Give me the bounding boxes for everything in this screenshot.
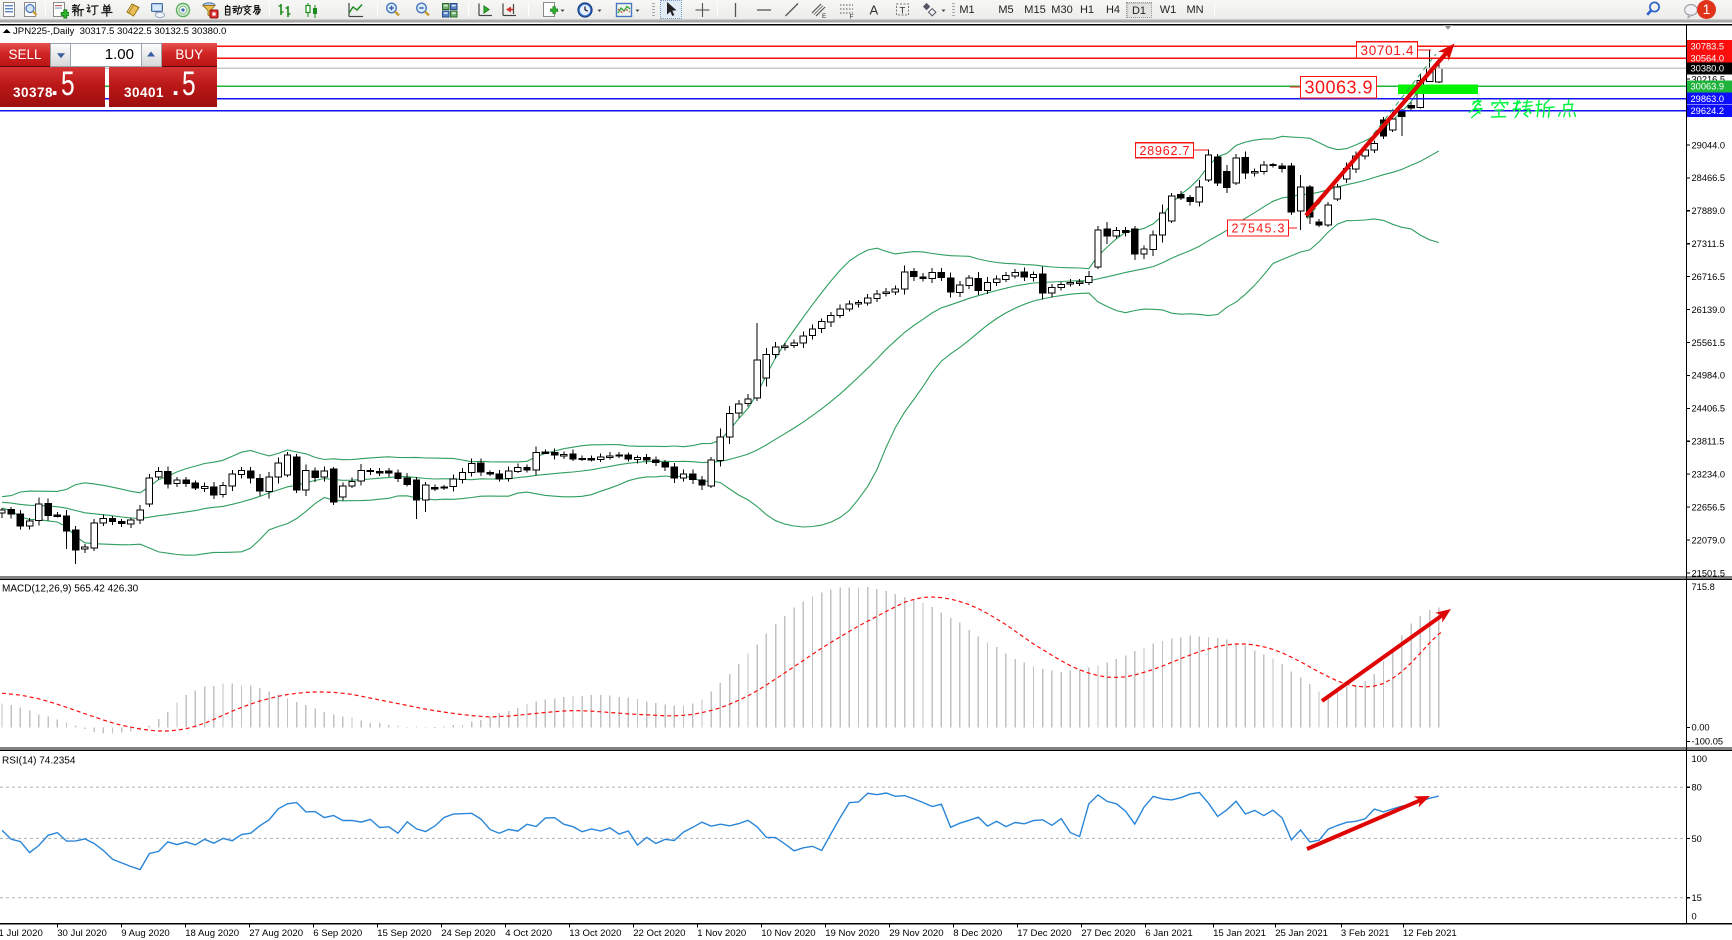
svg-text:12 Feb 2021: 12 Feb 2021 <box>1403 928 1457 939</box>
svg-text:30063.9: 30063.9 <box>1691 82 1725 92</box>
svg-text:30564.0: 30564.0 <box>1691 53 1725 63</box>
svg-text:28466.5: 28466.5 <box>1692 173 1726 183</box>
svg-text:17 Dec 2020: 17 Dec 2020 <box>1017 928 1071 939</box>
svg-text:24984.0: 24984.0 <box>1692 371 1726 381</box>
svg-text:15 Sep 2020: 15 Sep 2020 <box>377 928 431 939</box>
svg-text:1 Nov 2020: 1 Nov 2020 <box>697 928 746 939</box>
svg-text:30216.5: 30216.5 <box>1692 75 1726 85</box>
svg-text:22 Oct 2020: 22 Oct 2020 <box>633 928 685 939</box>
svg-text:26716.5: 26716.5 <box>1692 272 1726 282</box>
svg-text:22656.5: 22656.5 <box>1692 502 1726 512</box>
svg-text:30063.9: 30063.9 <box>1305 78 1373 98</box>
svg-text:22079.0: 22079.0 <box>1692 535 1726 545</box>
svg-text:100: 100 <box>1692 754 1708 764</box>
svg-text:27545.3: 27545.3 <box>1232 222 1285 236</box>
svg-text:27311.5: 27311.5 <box>1692 239 1725 249</box>
svg-text:26139.0: 26139.0 <box>1692 305 1726 315</box>
svg-text:27 Dec 2020: 27 Dec 2020 <box>1081 928 1135 939</box>
svg-text:50: 50 <box>1692 834 1702 844</box>
svg-text:28962.7: 28962.7 <box>1140 144 1190 158</box>
svg-text:9 Aug 2020: 9 Aug 2020 <box>121 928 170 939</box>
svg-text:21 Jul 2020: 21 Jul 2020 <box>0 928 43 939</box>
svg-text:30783.5: 30783.5 <box>1691 42 1725 52</box>
svg-text:-100.05: -100.05 <box>1692 737 1724 747</box>
svg-text:6 Sep 2020: 6 Sep 2020 <box>313 928 362 939</box>
svg-text:4 Oct 2020: 4 Oct 2020 <box>505 928 552 939</box>
svg-text:18 Aug 2020: 18 Aug 2020 <box>185 928 239 939</box>
svg-text:25 Jan 2021: 25 Jan 2021 <box>1275 928 1328 939</box>
svg-text:MACD(12,26,9) 565.42 426.30: MACD(12,26,9) 565.42 426.30 <box>2 584 139 595</box>
svg-text:29044.0: 29044.0 <box>1692 140 1726 150</box>
svg-text:0: 0 <box>1692 912 1697 922</box>
svg-text:30380.0: 30380.0 <box>1691 64 1725 74</box>
svg-text:23811.5: 23811.5 <box>1692 437 1725 447</box>
svg-text:30701.4: 30701.4 <box>1361 43 1414 58</box>
svg-text:15 Jan 2021: 15 Jan 2021 <box>1213 928 1266 939</box>
svg-text:25561.5: 25561.5 <box>1692 338 1726 348</box>
svg-text:23234.0: 23234.0 <box>1692 470 1726 480</box>
svg-text:A: A <box>870 3 879 18</box>
svg-text:29624.2: 29624.2 <box>1691 106 1725 116</box>
svg-text:13 Oct 2020: 13 Oct 2020 <box>569 928 621 939</box>
svg-text:29 Nov 2020: 29 Nov 2020 <box>889 928 943 939</box>
svg-text:6 Jan 2021: 6 Jan 2021 <box>1145 928 1192 939</box>
svg-text:10 Nov 2020: 10 Nov 2020 <box>761 928 815 939</box>
svg-text:27889.0: 27889.0 <box>1692 206 1726 216</box>
svg-text:JPN225-,Daily 30317.5 30422.5: JPN225-,Daily 30317.5 30422.5 30132.5 30… <box>13 26 226 37</box>
svg-text:8 Dec 2020: 8 Dec 2020 <box>953 928 1002 939</box>
svg-text:24 Sep 2020: 24 Sep 2020 <box>441 928 495 939</box>
svg-text:29863.0: 29863.0 <box>1691 94 1725 104</box>
svg-text:F: F <box>850 14 854 21</box>
svg-text:715.8: 715.8 <box>1692 582 1715 592</box>
svg-text:27 Aug 2020: 27 Aug 2020 <box>249 928 303 939</box>
svg-text:T: T <box>900 6 906 17</box>
svg-text:30 Jul 2020: 30 Jul 2020 <box>57 928 107 939</box>
svg-text:21501.5: 21501.5 <box>1692 568 1726 578</box>
svg-text:3 Feb 2021: 3 Feb 2021 <box>1341 928 1390 939</box>
svg-text:E: E <box>822 13 827 20</box>
svg-text:0.00: 0.00 <box>1692 723 1710 733</box>
svg-text:RSI(14) 74.2354: RSI(14) 74.2354 <box>2 756 76 767</box>
svg-text:24406.5: 24406.5 <box>1692 404 1726 414</box>
svg-text:80: 80 <box>1692 783 1702 793</box>
svg-text:19 Nov 2020: 19 Nov 2020 <box>825 928 879 939</box>
svg-text:15: 15 <box>1692 893 1702 903</box>
